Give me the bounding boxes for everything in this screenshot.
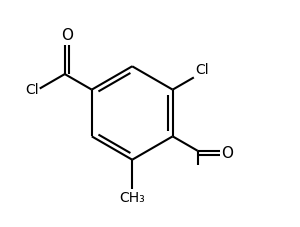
Text: Cl: Cl xyxy=(195,63,208,77)
Text: Cl: Cl xyxy=(25,82,39,96)
Text: O: O xyxy=(61,28,73,43)
Text: O: O xyxy=(221,146,233,161)
Text: CH₃: CH₃ xyxy=(119,191,145,205)
